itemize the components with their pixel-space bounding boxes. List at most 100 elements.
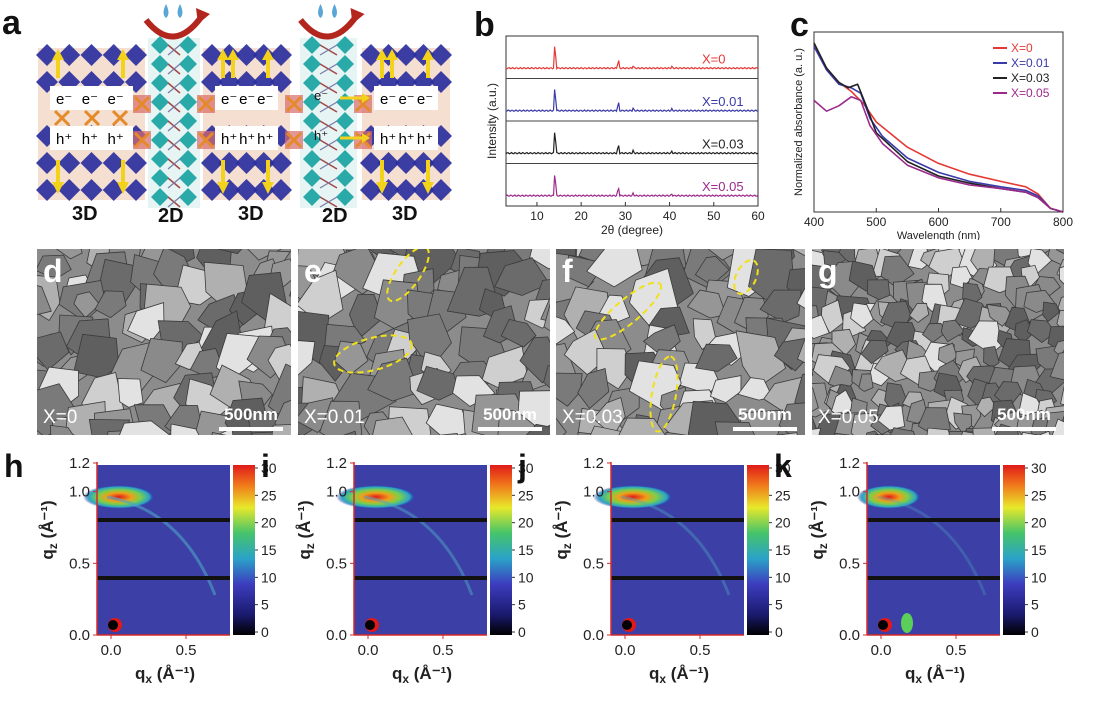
scale-bar-label-f: 500nm [738,405,792,424]
beam-stop [878,620,888,630]
xrd-chart: X=0 X=0.01 X=0.03 X=0.05 10 20 30 40 50 60 2θ (deg… [485,35,765,237]
grain [759,289,802,323]
sem-image-g: g X=0.05 500nm [812,249,1064,435]
hole-label: h⁺ [56,131,72,148]
xrd-series-1 [505,89,759,113]
panel-label-f: f [562,253,573,289]
organic-spacer [167,177,181,189]
abs-legend-label-1: X=0.01 [1011,56,1050,70]
grain [986,303,1013,327]
colorbar-tick-label: 10 [518,569,534,585]
octahedron [395,179,417,201]
organic-spacer [319,82,338,94]
y-axis-label-sub: z [46,543,60,549]
x-axis-label-unit: (Å⁻¹) [666,664,709,683]
x-tick-label: 0.5 [690,642,711,659]
grain [1026,319,1057,343]
grain [618,417,666,435]
panel-label-i: i [261,448,270,484]
panel-label-g: g [818,253,838,289]
y-tick-label: 1.2 [69,455,90,472]
grain [1060,385,1064,406]
grain [796,287,805,309]
colorbar-tick-label: 20 [775,515,791,531]
hole-label: h⁺ [314,128,328,143]
hole-label: h⁺ [82,131,98,148]
colorbar [233,465,255,635]
x-axis-label: qx (Å⁻¹) [905,664,965,686]
y-axis-label-sub: z [303,543,317,549]
grain [709,375,742,404]
grain [494,257,550,296]
colorbar-tick-label: 0 [1031,624,1039,640]
scale-bar-label-d: 500nm [224,405,278,424]
electron-label: e⁻ [56,91,72,108]
layered-octahedron [151,55,169,73]
detector-gap [97,518,230,522]
grain [976,396,997,418]
organic-spacer [167,82,181,94]
detector-gap [354,518,487,522]
hole-box-0 [50,126,133,150]
up-arrow-head [217,49,229,60]
grain [665,431,688,435]
grain [812,427,822,435]
octahedron [201,152,223,174]
octahedron [125,152,147,174]
moisture-curve-arrowhead [196,8,210,24]
colorbar-tick-label: 5 [518,597,526,613]
layered-octahedron [151,169,169,187]
grain [737,377,773,401]
y-tick-label: 0.5 [839,555,860,572]
x-axis-label: qx (Å⁻¹) [135,664,195,686]
grain [865,430,880,435]
layered-octahedron [336,74,354,92]
y-axis-label: qz (Å⁻¹) [295,500,317,559]
layered-octahedron [336,169,354,187]
panel-label-d: d [43,253,63,289]
x-axis-label-q: q [392,664,402,683]
y-axis-label-unit: (Å⁻¹) [808,500,827,543]
octahedron [36,179,58,201]
y-tick-label: 1.2 [326,455,347,472]
perovskite-block-2 [362,48,450,200]
y-tick-label: 1.0 [839,484,860,501]
layer-label-3: 3D [238,203,264,225]
colorbar-tick-label: 30 [775,460,791,476]
detector-gap [354,576,487,580]
y-axis-label-unit: (Å⁻¹) [552,500,571,543]
y-axis-label-sub: z [560,543,574,549]
grain [940,319,966,343]
detector-gap [611,576,744,580]
panel-label-c: c [790,6,809,44]
colorbar-tick-label: 10 [775,569,791,585]
octahedron [270,179,292,201]
colorbar-tick-label: 15 [261,542,277,558]
panel-c: c X=0 X=0.01 X=0.03 X=0.05 400 500 600 700 800 Wa… [780,0,1101,240]
x-axis-label-unit: (Å⁻¹) [922,664,965,683]
xrd-series-label-0: X=0 [702,52,726,67]
colorbar-tick-label: 25 [1031,487,1047,503]
x-axis-label-sub: x [659,672,666,686]
octahedron [395,152,417,174]
panel-label-j: j [517,448,527,484]
cross-icon [285,95,303,113]
octahedron [58,179,81,201]
octahedron [125,179,147,201]
octahedron [80,44,103,66]
grain [500,318,537,348]
detector-gap [867,576,1000,580]
xrd-series-3 [505,175,759,198]
octahedron [235,152,258,174]
y-axis-label: qz (Å⁻¹) [808,500,830,559]
diffraction-spot [857,485,921,509]
grain [556,372,583,407]
layered-octahedron [151,93,169,111]
layered-octahedron [151,112,169,130]
hole-box-2 [374,126,438,150]
xrd-xtick-label: 40 [663,209,677,223]
octahedron [430,152,452,174]
xrd-xtick-label: 10 [530,209,544,223]
grain [37,285,52,316]
organic-spacer [167,101,181,113]
